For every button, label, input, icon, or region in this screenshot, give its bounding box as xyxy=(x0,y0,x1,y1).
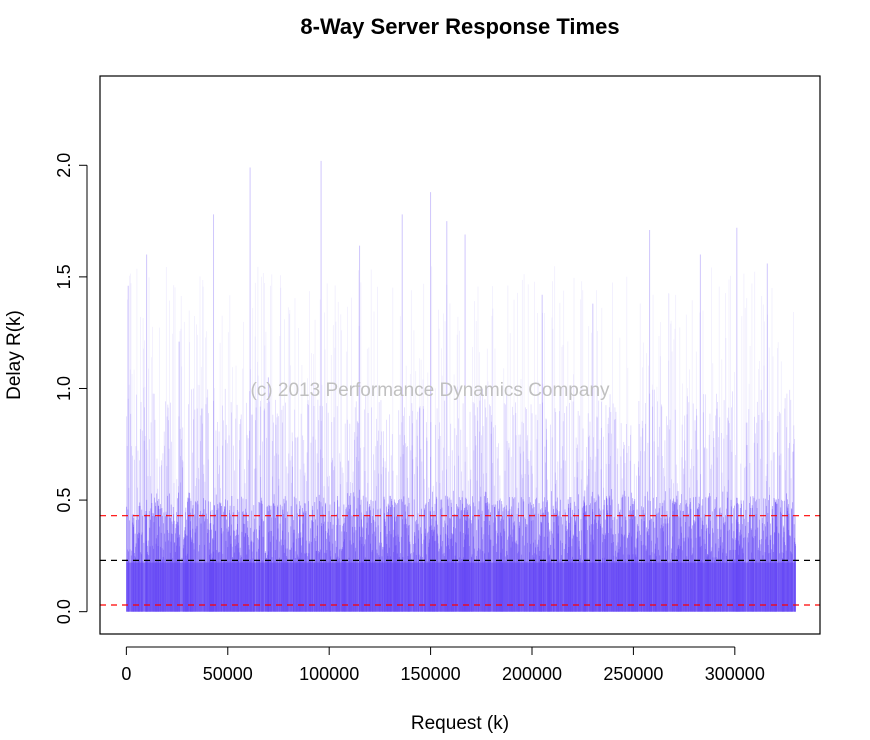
y-tick-label: 2.0 xyxy=(54,153,74,178)
x-tick-label: 300000 xyxy=(705,664,765,684)
y-tick-label: 0.0 xyxy=(54,599,74,624)
x-tick-label: 250000 xyxy=(603,664,663,684)
plot-frame xyxy=(99,75,821,635)
y-tick-label: 1.5 xyxy=(54,264,74,289)
x-tick-label: 50000 xyxy=(203,664,253,684)
x-tick-label: 150000 xyxy=(401,664,461,684)
x-tick-label: 0 xyxy=(121,664,131,684)
y-tick-label: 0.5 xyxy=(54,488,74,513)
watermark: (c) 2013 Performance Dynamics Company xyxy=(250,380,610,401)
reference-lines xyxy=(100,515,820,606)
y-axis: 0.0 0.5 1.0 1.5 2.0 xyxy=(54,153,88,624)
x-tick-label: 100000 xyxy=(299,664,359,684)
x-tick-label: 200000 xyxy=(502,664,562,684)
spike-series xyxy=(126,160,797,612)
x-axis: 0 50000 100000 150000 200000 250000 300000 xyxy=(121,646,765,684)
chart-title: 8-Way Server Response Times xyxy=(300,14,619,39)
y-axis-title: Delay R(k) xyxy=(4,310,25,400)
y-tick-label: 1.0 xyxy=(54,376,74,401)
x-axis-title: Request (k) xyxy=(411,713,509,734)
